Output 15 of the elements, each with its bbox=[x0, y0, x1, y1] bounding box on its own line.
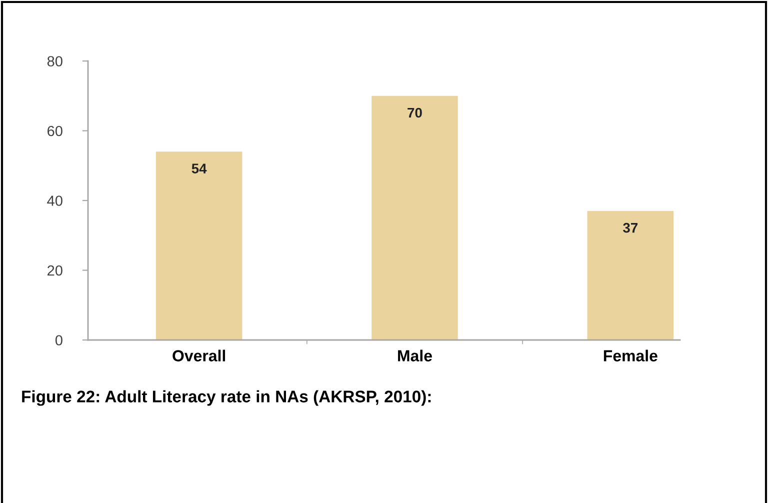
bar bbox=[156, 152, 242, 340]
caption: Figure 22: Adult Literacy rate in NAs (AKRSP, 2010): bbox=[22, 390, 431, 406]
bar bbox=[372, 96, 458, 340]
x-tick-label: Male bbox=[398, 350, 432, 362]
data-label: 54 bbox=[192, 164, 207, 174]
x-tick-label: Female bbox=[604, 350, 658, 362]
data-label: 70 bbox=[408, 108, 422, 118]
y-tick-label: 20 bbox=[48, 265, 62, 276]
data-label: 37 bbox=[622, 222, 638, 233]
bar bbox=[587, 210, 674, 340]
y-tick-label: 60 bbox=[48, 126, 62, 136]
y-tick-label: 0 bbox=[55, 335, 62, 346]
y-tick-label: 40 bbox=[47, 196, 62, 206]
y-tick-label: 80 bbox=[47, 56, 62, 66]
x-tick-label: Overall bbox=[172, 350, 226, 362]
